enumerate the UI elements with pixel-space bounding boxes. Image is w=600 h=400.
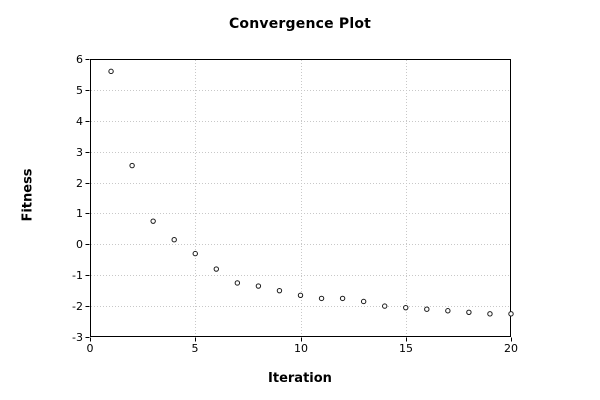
y-tick-label: 1 bbox=[76, 207, 83, 220]
x-tick-label: 5 bbox=[191, 342, 199, 355]
chart-title: Convergence Plot bbox=[228, 16, 372, 32]
data-point bbox=[445, 308, 451, 314]
y-tick-label: 2 bbox=[76, 177, 83, 190]
x-tick-label: 0 bbox=[86, 342, 94, 355]
y-tick-label: -2 bbox=[72, 300, 83, 313]
x-tick-label: 10 bbox=[294, 342, 308, 355]
y-tick-label: 6 bbox=[76, 53, 83, 66]
y-tick-label: 0 bbox=[76, 238, 83, 251]
data-point bbox=[171, 237, 177, 243]
data-point bbox=[108, 68, 114, 75]
data-point bbox=[129, 162, 135, 169]
data-point bbox=[424, 306, 430, 312]
x-tick-label: 15 bbox=[399, 342, 413, 355]
data-point bbox=[150, 218, 156, 224]
data-point bbox=[339, 295, 346, 302]
data-point bbox=[234, 280, 241, 286]
data-point bbox=[318, 295, 325, 302]
data-point bbox=[276, 287, 283, 294]
y-tick-label: -3 bbox=[72, 331, 83, 344]
plot-frame bbox=[90, 59, 511, 337]
y-tick-label: 4 bbox=[76, 115, 83, 128]
data-point bbox=[297, 292, 304, 298]
data-point bbox=[255, 283, 262, 289]
data-point bbox=[382, 303, 388, 309]
y-tick-label: 3 bbox=[76, 146, 83, 159]
data-point bbox=[466, 309, 472, 315]
x-axis-label: Iteration bbox=[268, 371, 332, 386]
data-point bbox=[487, 311, 493, 317]
data-point bbox=[508, 311, 514, 317]
data-point bbox=[192, 250, 198, 257]
data-point bbox=[213, 266, 220, 272]
y-tick-label: -1 bbox=[72, 269, 83, 282]
data-point bbox=[403, 304, 409, 311]
data-point bbox=[360, 298, 367, 305]
x-tick-label: 20 bbox=[504, 342, 518, 355]
y-tick-label: 5 bbox=[76, 84, 83, 97]
